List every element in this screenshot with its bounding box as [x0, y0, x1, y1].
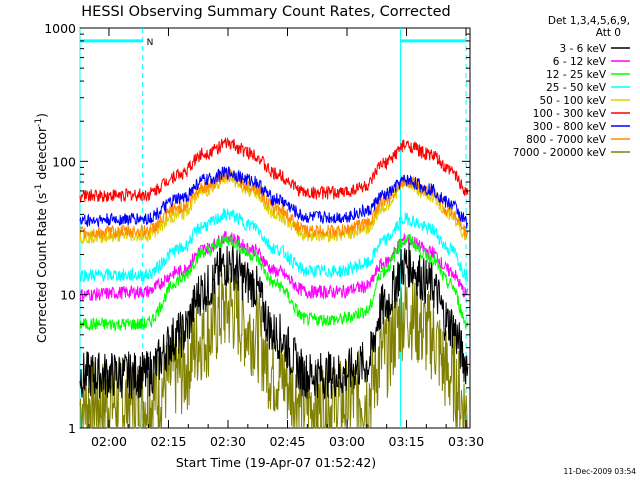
x-tick-label-4: 03:00 — [329, 434, 365, 449]
axes: 02:00 02:15 02:30 02:45 03:00 03:15 03:30 1 10 10… — [44, 21, 484, 449]
x-tick-label-0: 02:00 — [91, 434, 127, 449]
legend-label-5: 100 - 300 keV — [533, 108, 607, 120]
y-axis-label-sup1: -1 — [34, 184, 44, 193]
y-axis-label-main: Corrected Count Rate (s — [34, 193, 49, 343]
y-axis-label: Corrected Count Rate (s-1 detector-1) — [34, 113, 49, 343]
plot-content: N — [79, 28, 469, 430]
y-tick-label-2: 100 — [52, 154, 76, 169]
timestamp: 11-Dec-2009 03:54 — [563, 467, 636, 476]
x-axis-label: Start Time (19-Apr-07 01:52:42) — [176, 455, 376, 470]
series-line-7 — [79, 167, 469, 239]
series-line-2 — [79, 233, 469, 332]
series-line-5 — [79, 136, 469, 203]
legend-label-2: 12 - 25 keV — [546, 69, 607, 81]
legend-label-6: 300 - 800 keV — [533, 121, 607, 133]
plot-frame — [79, 27, 471, 429]
series-line-3 — [79, 208, 469, 283]
legend-label-8: 7000 - 20000 keV — [513, 147, 607, 159]
legend-label-0: 3 - 6 keV — [559, 43, 606, 55]
series-line-6 — [79, 166, 469, 229]
y-tick-label-0: 1 — [68, 421, 76, 436]
legend-header-line1: Det 1,3,4,5,6,9, — [548, 15, 630, 27]
y-axis-label-sup2: -1 — [34, 118, 44, 127]
legend-label-1: 6 - 12 keV — [553, 56, 607, 68]
x-tick-label-3: 02:45 — [269, 434, 305, 449]
chart-title: HESSI Observing Summary Count Rates, Cor… — [81, 4, 450, 20]
x-tick-label-2: 02:30 — [210, 434, 246, 449]
series-line-1 — [79, 230, 469, 301]
legend-label-3: 25 - 50 keV — [546, 82, 607, 94]
series-line-8 — [79, 264, 468, 430]
series-line-0 — [79, 240, 469, 400]
legend-header-line2: Att 0 — [596, 27, 621, 39]
legend-label-4: 50 - 100 keV — [539, 95, 606, 107]
y-axis-label-mid: detector — [34, 126, 49, 184]
y-tick-label-1: 10 — [60, 288, 76, 303]
x-tick-label-1: 02:15 — [150, 434, 186, 449]
x-tick-label-6: 03:30 — [448, 434, 484, 449]
y-tick-label-3: 1000 — [44, 21, 76, 36]
x-tick-label-5: 03:15 — [389, 434, 425, 449]
legend-label-7: 800 - 7000 keV — [526, 134, 607, 146]
flag-marker: N — [147, 38, 154, 48]
y-axis-label-end: ) — [34, 113, 49, 118]
